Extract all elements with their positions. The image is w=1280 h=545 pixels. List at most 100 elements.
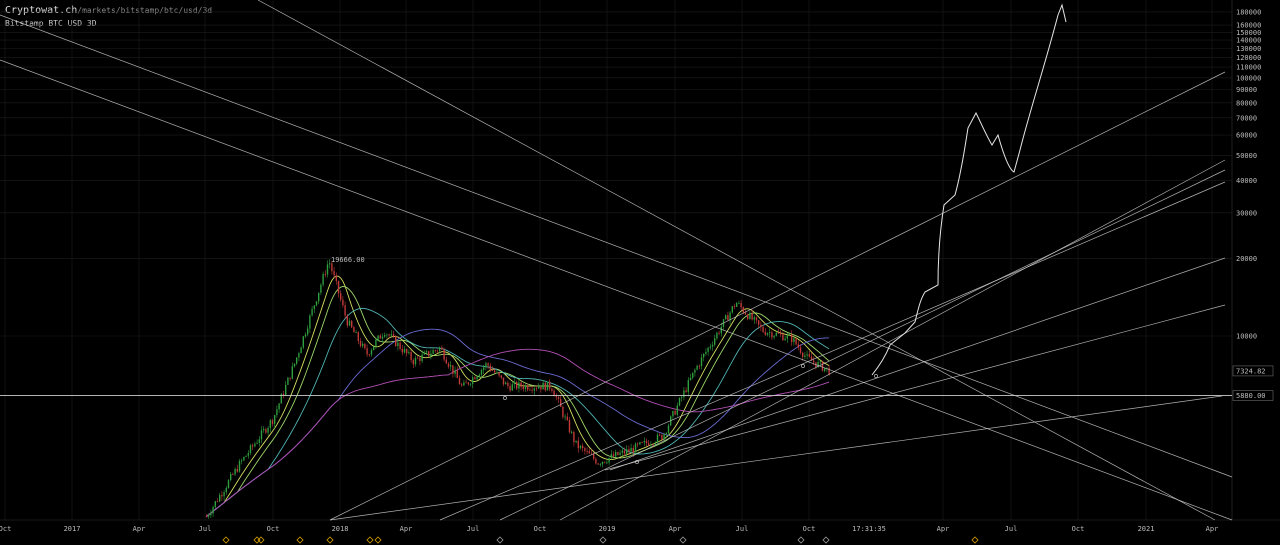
y-tick-label: 50000 [1236, 152, 1257, 160]
moving-average-line [206, 348, 830, 517]
y-tick-label: 150000 [1236, 29, 1261, 37]
candle-body [483, 367, 485, 370]
candle-body [236, 468, 238, 472]
forecast-drawing[interactable] [871, 3, 1067, 376]
candle-body [450, 365, 452, 367]
candle-body [300, 347, 302, 354]
pivot-marker-icon [635, 460, 639, 464]
candle-body [443, 349, 445, 360]
candle-body [412, 360, 414, 365]
candle-body [606, 462, 608, 464]
candle-body [472, 377, 474, 384]
candle-body [311, 308, 313, 316]
candle-body [258, 439, 260, 443]
candle-body [399, 342, 401, 350]
candle-body [777, 332, 780, 334]
candle-body [518, 382, 520, 389]
candle-body [485, 363, 487, 368]
candle-body [417, 357, 419, 359]
candle-body [527, 385, 529, 390]
site-path[interactable]: /markets/bitstamp/btc/usd/3d [77, 6, 213, 15]
moving-average-line [206, 275, 830, 517]
candle-body [289, 377, 291, 379]
drawn-trendlines[interactable] [0, 0, 1233, 521]
site-title: Cryptowat.ch/markets/bitstamp/btc/usd/3d [5, 5, 212, 16]
candle-body [799, 347, 802, 353]
candle-body [467, 382, 469, 385]
candle-body [293, 363, 296, 367]
candle-body [287, 377, 289, 385]
candle-body [322, 274, 324, 285]
candle-body [474, 377, 476, 380]
candle-body [346, 315, 348, 326]
y-tick-label: 70000 [1236, 114, 1257, 122]
candlesticks [205, 259, 830, 519]
candle-body [793, 338, 795, 342]
candle-body [392, 334, 395, 337]
candle-body [227, 480, 230, 489]
candle-body [245, 455, 247, 457]
candle-body [531, 389, 533, 391]
candle-body [487, 363, 489, 366]
event-marker-icon [253, 536, 261, 544]
candle-body [408, 352, 410, 354]
candle-body [348, 320, 351, 326]
candle-body [318, 292, 320, 302]
candle-body [711, 344, 714, 347]
candle-body [788, 334, 791, 336]
candle-body [428, 351, 430, 356]
candle-body [271, 420, 274, 424]
candle-body [366, 348, 368, 355]
x-tick-label: Oct [267, 525, 280, 533]
candle-body [491, 369, 494, 371]
price-box [1232, 390, 1274, 401]
candle-body [582, 445, 584, 449]
candle-body [764, 331, 766, 335]
candle-body [705, 351, 707, 354]
candle-body [223, 492, 225, 497]
candle-body [784, 338, 786, 341]
candle-body [733, 306, 736, 308]
candle-body [577, 440, 579, 449]
candle-body [562, 406, 564, 417]
y-tick-label: 20000 [1236, 255, 1257, 263]
y-tick-label: 140000 [1236, 37, 1261, 45]
candle-body [821, 361, 824, 371]
candle-body [753, 317, 755, 320]
pivot-marker-icon [874, 374, 878, 378]
candle-body [630, 447, 632, 452]
candle-body [687, 380, 689, 393]
candle-body [707, 347, 709, 352]
candle-body [524, 385, 527, 390]
candle-body [738, 302, 740, 304]
candle-body [247, 453, 249, 456]
y-tick-label: 80000 [1236, 99, 1257, 107]
candle-body [806, 354, 808, 356]
candle-body [731, 306, 733, 313]
candle-body [683, 390, 685, 398]
candle-body [329, 263, 331, 265]
candle-body [511, 384, 513, 391]
x-tick-label: Apr [937, 525, 950, 533]
candle-body [661, 434, 663, 440]
candle-body [423, 352, 425, 355]
trend-line [439, 181, 1226, 521]
candle-body [535, 388, 538, 390]
candle-body [632, 447, 634, 453]
x-tick-label: Jul [199, 525, 212, 533]
candle-body [672, 410, 674, 417]
candle-body [263, 429, 265, 431]
candle-body [243, 456, 245, 461]
candle-body [549, 381, 551, 389]
candle-body [718, 332, 720, 334]
candle-body [744, 312, 747, 315]
candle-body [476, 376, 478, 380]
candle-body [241, 460, 243, 462]
trend-line [609, 257, 1226, 471]
event-marker-icon [374, 536, 382, 544]
candle-body [478, 374, 480, 377]
candle-body [379, 335, 381, 339]
candle-body [333, 271, 335, 276]
